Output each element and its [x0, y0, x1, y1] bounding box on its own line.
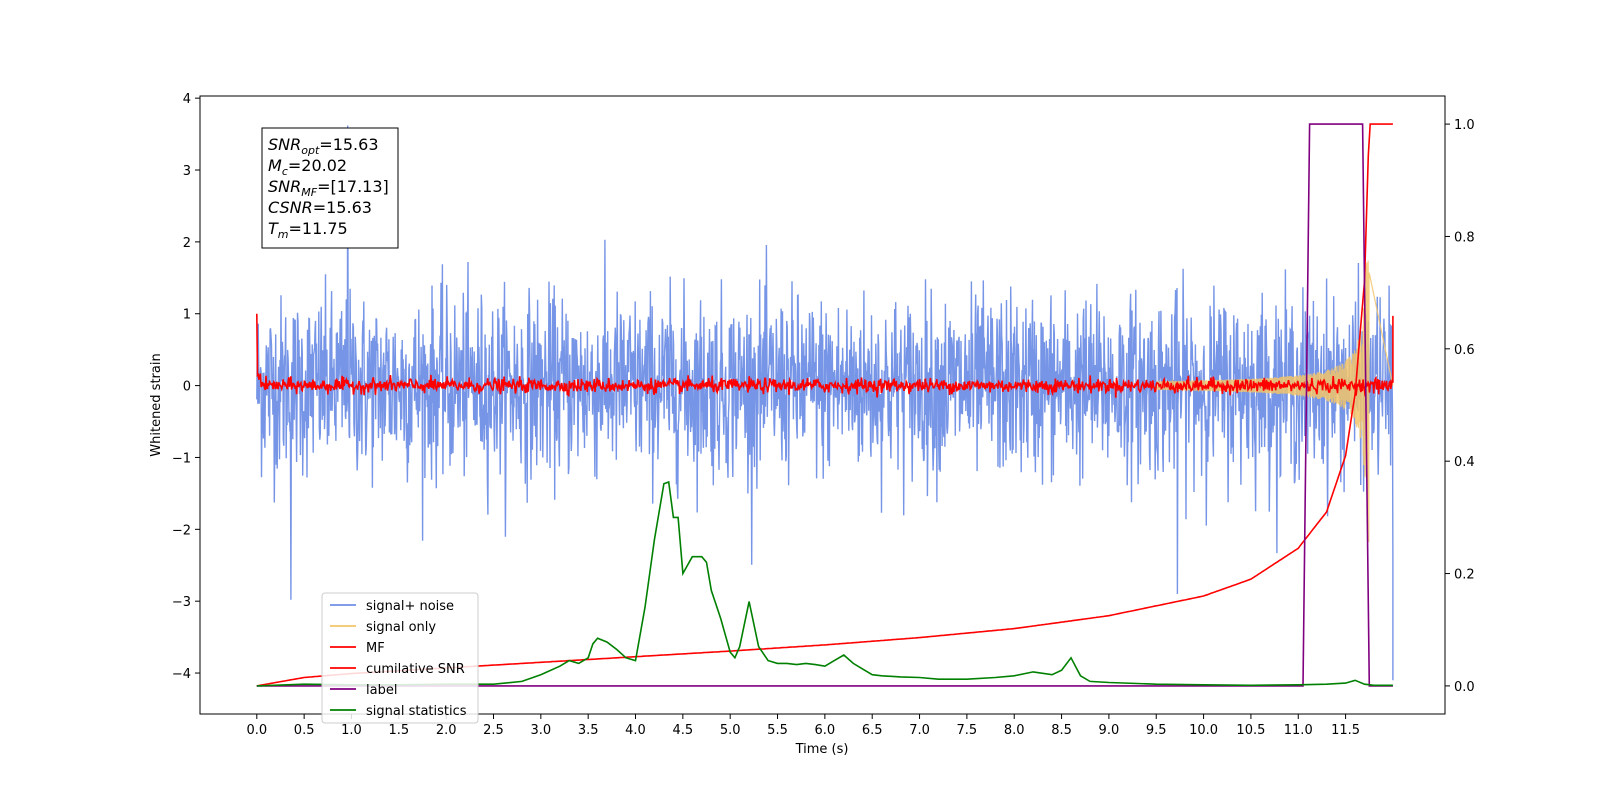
legend-label: signal+ noise [366, 599, 454, 614]
y-right-tick-label: 1.0 [1454, 118, 1475, 133]
y-left-tick-label: 2 [183, 236, 191, 251]
y-left-tick-label: −2 [172, 523, 191, 538]
series-signal-statistics [256, 480, 1393, 687]
legend-item: label [330, 683, 397, 698]
y-right-tick-label: 0.6 [1454, 343, 1475, 358]
x-tick-label: 4.5 [673, 723, 694, 738]
y-left-tick-label: 3 [183, 164, 191, 179]
y-right-tick-label: 0.8 [1454, 230, 1475, 245]
y-left-tick-label: 4 [183, 92, 191, 107]
y-left-tick-label: 1 [183, 308, 191, 323]
x-tick-label: 9.0 [1099, 723, 1120, 738]
x-tick-label: 3.5 [578, 723, 599, 738]
y-left-tick-label: 0 [183, 380, 191, 395]
x-tick-label: 8.5 [1051, 723, 1072, 738]
x-tick-label: 1.0 [341, 723, 362, 738]
legend-label: signal statistics [366, 704, 467, 719]
legend-item: cumilative SNR [330, 662, 465, 677]
annotation-line: CSNR=15.63 [268, 198, 372, 217]
y-right-tick-label: 0.4 [1454, 455, 1475, 470]
series-mf [256, 313, 1394, 398]
legend-label: cumilative SNR [366, 662, 465, 677]
x-tick-label: 11.0 [1284, 723, 1313, 738]
legend-label: label [366, 683, 397, 698]
x-axis-label: Time (s) [795, 742, 849, 757]
annotation-line: SNRMF=[17.13] [268, 177, 389, 199]
x-tick-label: 5.0 [720, 723, 741, 738]
plot-frame [199, 95, 1446, 715]
x-axis: 0.0 0.5 1.0 1.5 2.0 2.5 3.0 3.5 4.0 4.5 5.0 5.5 6.0 6… [246, 714, 1360, 738]
y-axis-right: 0.0 0.2 0.4 0.6 0.8 1.0 [1445, 118, 1475, 695]
y-left-tick-label: −3 [172, 595, 191, 610]
legend-label: signal only [366, 620, 436, 635]
x-tick-label: 8.0 [1004, 723, 1025, 738]
x-tick-label: 0.0 [246, 723, 267, 738]
x-tick-label: 10.0 [1189, 723, 1218, 738]
x-tick-label: 1.5 [388, 723, 409, 738]
annotation-line: Mc=20.02 [268, 156, 347, 178]
y-right-tick-label: 0.2 [1454, 568, 1475, 583]
x-tick-label: 7.0 [909, 723, 930, 738]
series-signal-noise [256, 125, 1394, 681]
legend-label: MF [366, 641, 385, 656]
legend-item: signal statistics [330, 704, 467, 719]
x-tick-label: 4.0 [625, 723, 646, 738]
x-tick-label: 9.5 [1146, 723, 1167, 738]
x-tick-label: 7.5 [957, 723, 978, 738]
annotation-frame [261, 127, 399, 249]
y-axis-label: Whitened strain [149, 353, 164, 456]
annotation-box: SNRopt=15.63Mc=20.02SNRMF=[17.13]CSNR=15… [261, 127, 399, 249]
x-tick-label: 2.5 [483, 723, 504, 738]
x-tick-label: 3.0 [530, 723, 551, 738]
x-tick-label: 6.5 [862, 723, 883, 738]
x-tick-label: 11.5 [1331, 723, 1360, 738]
annotation-line: SNRopt=15.63 [268, 135, 379, 157]
legend-item: signal only [330, 620, 436, 635]
y-right-tick-label: 0.0 [1454, 680, 1475, 695]
legend-item: MF [330, 641, 385, 656]
x-tick-label: 10.5 [1236, 723, 1265, 738]
x-tick-label: 2.0 [436, 723, 457, 738]
legend: signal+ noise signal only MF cumilative SNR… [321, 592, 479, 724]
annotation-line: Tm=11.75 [268, 219, 348, 241]
y-axis-left: −4 −3 −2 −1 0 1 2 3 4 [172, 92, 200, 682]
legend-frame [321, 592, 479, 724]
y-left-tick-label: −1 [172, 451, 191, 466]
legend-item: signal+ noise [330, 599, 454, 614]
x-tick-label: 0.5 [294, 723, 315, 738]
y-left-tick-label: −4 [172, 667, 191, 682]
x-tick-label: 5.5 [767, 723, 788, 738]
x-tick-label: 6.0 [815, 723, 836, 738]
